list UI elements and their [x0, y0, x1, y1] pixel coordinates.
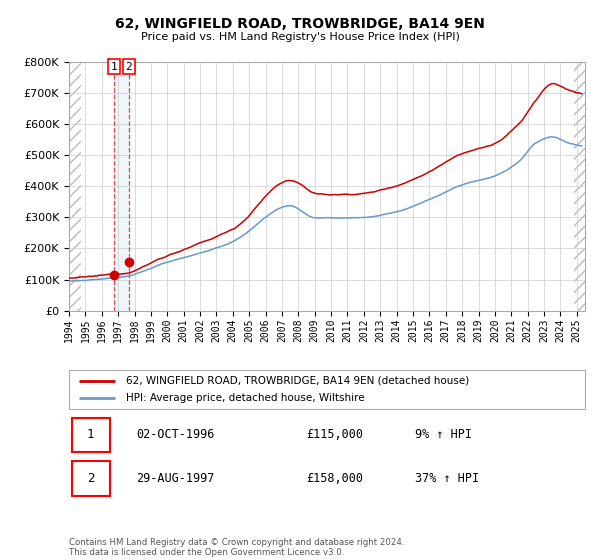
Text: £115,000: £115,000 — [307, 428, 364, 441]
Text: Price paid vs. HM Land Registry's House Price Index (HPI): Price paid vs. HM Land Registry's House … — [140, 32, 460, 43]
Text: 9% ↑ HPI: 9% ↑ HPI — [415, 428, 472, 441]
Bar — [574, 62, 585, 311]
Text: 1: 1 — [110, 62, 118, 72]
Bar — [114, 62, 129, 311]
Text: Contains HM Land Registry data © Crown copyright and database right 2024.
This d: Contains HM Land Registry data © Crown c… — [69, 538, 404, 557]
Bar — [69, 62, 81, 311]
Text: 2: 2 — [87, 472, 94, 485]
Text: HPI: Average price, detached house, Wiltshire: HPI: Average price, detached house, Wilt… — [126, 393, 364, 403]
Text: 62, WINGFIELD ROAD, TROWBRIDGE, BA14 9EN: 62, WINGFIELD ROAD, TROWBRIDGE, BA14 9EN — [115, 17, 485, 31]
Text: 37% ↑ HPI: 37% ↑ HPI — [415, 472, 479, 485]
Text: 29-AUG-1997: 29-AUG-1997 — [136, 472, 214, 485]
Text: £158,000: £158,000 — [307, 472, 364, 485]
Text: 02-OCT-1996: 02-OCT-1996 — [136, 428, 214, 441]
Text: 2: 2 — [125, 62, 133, 72]
Text: 1: 1 — [87, 428, 94, 441]
Text: 62, WINGFIELD ROAD, TROWBRIDGE, BA14 9EN (detached house): 62, WINGFIELD ROAD, TROWBRIDGE, BA14 9EN… — [126, 376, 469, 386]
